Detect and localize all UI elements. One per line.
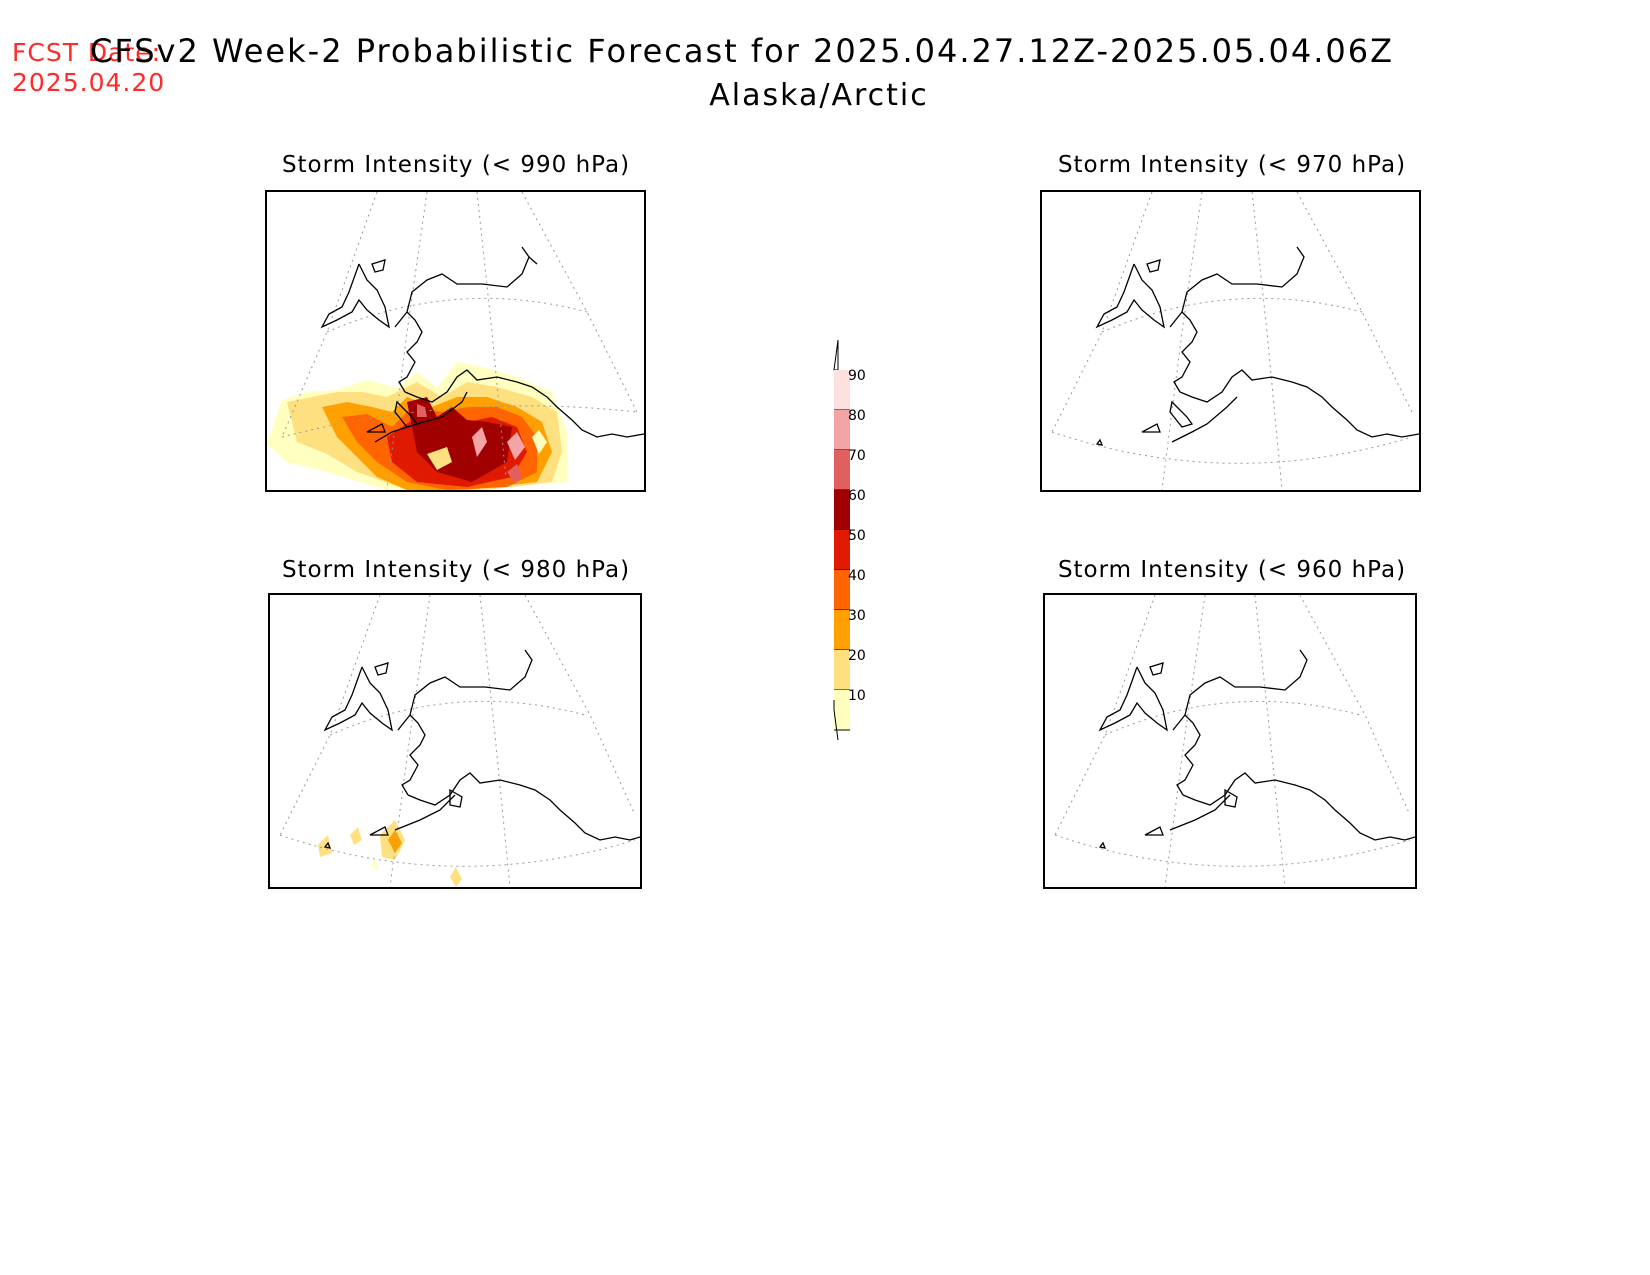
graticule <box>281 192 638 490</box>
map-panel-970 <box>1040 190 1421 492</box>
forecast-date-block: FCST Date: 2025.04.20 <box>12 38 165 98</box>
colorbar-swatch <box>834 450 850 490</box>
colorbar-swatch <box>834 410 850 450</box>
colorbar-swatch <box>834 370 850 410</box>
coastline <box>320 246 644 443</box>
map-panel-990 <box>265 190 646 492</box>
map-990 <box>267 192 644 490</box>
panel-title-990: Storm Intensity (< 990 hPa) <box>281 152 631 178</box>
map-960 <box>1054 595 1415 887</box>
colorbar-label: 40 <box>848 568 866 584</box>
colorbar-label: 30 <box>848 608 866 624</box>
coastline <box>1095 246 1419 446</box>
probability-shading <box>318 820 462 887</box>
panel-title-970: Storm Intensity (< 970 hPa) <box>1057 152 1407 178</box>
panel-title-980: Storm Intensity (< 980 hPa) <box>281 557 631 583</box>
page-title: CFSv2 Week-2 Probabilistic Forecast for … <box>90 32 1395 70</box>
panel-title-960: Storm Intensity (< 960 hPa) <box>1057 557 1407 583</box>
coastline <box>1098 649 1415 849</box>
colorbar-label: 90 <box>848 368 866 384</box>
colorbar-swatch <box>834 490 850 530</box>
colorbar-label: 20 <box>848 648 866 664</box>
colorbar-swatch <box>834 690 850 730</box>
colorbar-label: 60 <box>848 488 866 504</box>
forecast-date-label: FCST Date: <box>12 38 162 67</box>
colorbar-swatch <box>834 530 850 570</box>
map-panel-960 <box>1043 593 1417 889</box>
colorbar-swatches <box>833 339 850 741</box>
colorbar-tip-bottom <box>833 700 839 741</box>
map-970 <box>1051 192 1419 490</box>
colorbar-label: 80 <box>848 408 866 424</box>
colorbar-swatch <box>834 650 850 690</box>
graticule <box>1054 595 1411 887</box>
colorbar: 90 80 70 60 50 40 30 20 10 <box>820 330 900 750</box>
graticule <box>1051 192 1413 490</box>
probability-shading <box>267 362 567 490</box>
colorbar-label: 10 <box>848 688 866 704</box>
colorbar-tip-top <box>833 339 839 371</box>
page-subtitle: Alaska/Arctic <box>709 78 929 113</box>
colorbar-swatch <box>834 610 850 650</box>
forecast-date-value: 2025.04.20 <box>12 68 166 97</box>
colorbar-swatch <box>834 570 850 610</box>
graticule <box>279 595 636 887</box>
map-panel-980 <box>268 593 642 889</box>
colorbar-label: 50 <box>848 528 866 544</box>
colorbar-label: 70 <box>848 448 866 464</box>
coastline <box>323 649 640 849</box>
map-980 <box>279 595 640 887</box>
